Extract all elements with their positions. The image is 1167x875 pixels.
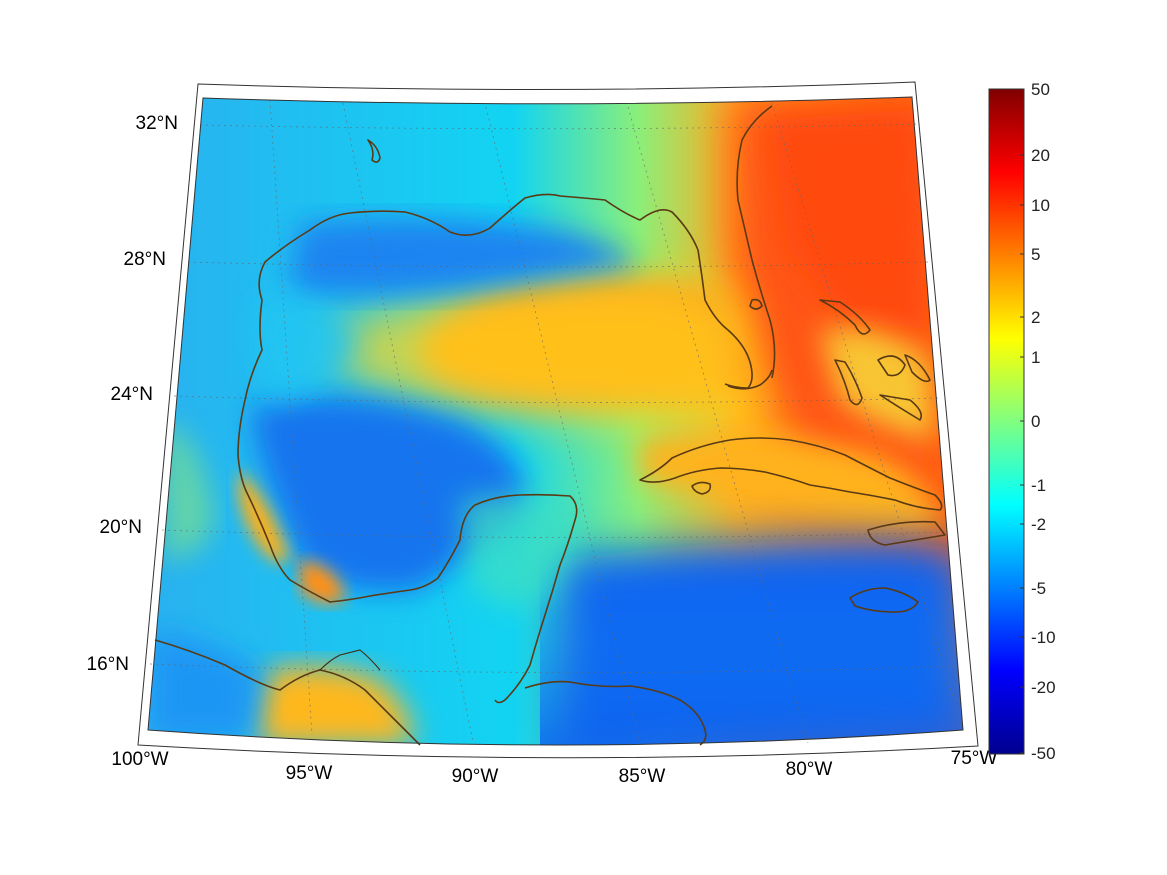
- colorbar-tick-label: 5: [1031, 245, 1040, 264]
- coast-bahamas-1: [819, 299, 871, 335]
- coast-cuba: [639, 437, 943, 511]
- coast-lake-okeechobee: [749, 298, 763, 310]
- coast-honduras: [524, 680, 707, 746]
- coast-bahamas-4: [879, 394, 923, 421]
- lon-label-95: 95°W: [286, 763, 333, 784]
- field-campeche-blue: [250, 397, 524, 592]
- field-central-america-warm: [258, 666, 412, 745]
- colorbar-tick-label: -50: [1031, 744, 1056, 763]
- colorbar-tick-label: 50: [1031, 80, 1050, 99]
- data-field: [148, 97, 963, 745]
- lat-label-32: 32°N: [136, 113, 178, 134]
- coast-florida-keys: [727, 369, 773, 390]
- coastlines: [154, 105, 946, 746]
- field-west-edge-green: [160, 420, 215, 560]
- lat-label-24: 24°N: [111, 384, 153, 405]
- coast-bahamas-2: [834, 359, 863, 406]
- graticule: [149, 99, 964, 746]
- coast-mexico-gulf: [237, 299, 578, 704]
- lat-label-28: 28°N: [124, 249, 166, 270]
- lon-label-75: 75°W: [951, 748, 998, 769]
- grid-lon-85: [485, 106, 641, 746]
- coast-hispaniola: [867, 520, 946, 546]
- field-gulf-warm-edge: [330, 274, 760, 424]
- map-frame-inner: [147, 96, 964, 746]
- colorbar-tick-label: 20: [1031, 146, 1050, 165]
- grid-lat-20: [161, 529, 949, 538]
- field-mexico-warm: [238, 470, 290, 562]
- longitude-labels: 100°W 95°W 90°W 85°W 80°W 75°W: [111, 748, 997, 787]
- colorbar-tick-label: -10: [1031, 628, 1056, 647]
- lon-label-80: 80°W: [786, 759, 833, 780]
- grid-lon-75: [771, 102, 964, 731]
- colorbar-tick-label: -20: [1031, 678, 1056, 697]
- coast-lake-pontchartrain: [367, 139, 381, 163]
- colorbar-tick-label: 1: [1031, 348, 1040, 367]
- coast-us-gulf: [258, 193, 753, 389]
- coast-bahamas-5: [904, 354, 931, 383]
- colorbar-tick-label: 10: [1031, 196, 1050, 215]
- field-florida-hot: [770, 110, 925, 330]
- field-west-gulf-cyan: [253, 290, 360, 400]
- colorbar-tick-label: -5: [1031, 579, 1046, 598]
- lon-label-100: 100°W: [111, 749, 168, 770]
- coast-isla-juventud: [691, 481, 712, 495]
- coast-central-america: [154, 639, 421, 746]
- field-north-gulf-shelf: [290, 218, 640, 295]
- borders: [319, 649, 381, 671]
- lon-label-90: 90°W: [452, 766, 499, 787]
- border-mexico-guatemala: [319, 649, 381, 671]
- colorbar-tick-label: -2: [1031, 515, 1046, 534]
- latitude-labels: 32°N 28°N 24°N 20°N 16°N: [87, 113, 178, 675]
- lat-label-20: 20°N: [100, 517, 142, 538]
- colorbar-tick-label: 2: [1031, 308, 1040, 327]
- colorbar-bar: [988, 88, 1025, 755]
- map-frame: [137, 81, 979, 759]
- field-yucatan: [460, 495, 580, 607]
- colorbar-tick-label: -1: [1031, 476, 1046, 495]
- coast-florida-east: [736, 105, 776, 379]
- field-south-fade: [540, 540, 963, 745]
- field-pacific-blue: [148, 630, 260, 740]
- coast-jamaica: [849, 587, 919, 613]
- coast-bahamas-3: [877, 355, 906, 377]
- colorbar-tick-label: 0: [1031, 412, 1040, 431]
- grid-lat-24: [173, 395, 939, 403]
- field-cuba-warm: [640, 436, 940, 533]
- grid-lon-95: [269, 99, 313, 736]
- grid-lon-90: [342, 102, 474, 743]
- lon-label-85: 85°W: [619, 766, 666, 787]
- grid-lat-32: [199, 123, 921, 130]
- lat-label-16: 16°N: [87, 654, 129, 675]
- grid-lon-80: [627, 106, 809, 744]
